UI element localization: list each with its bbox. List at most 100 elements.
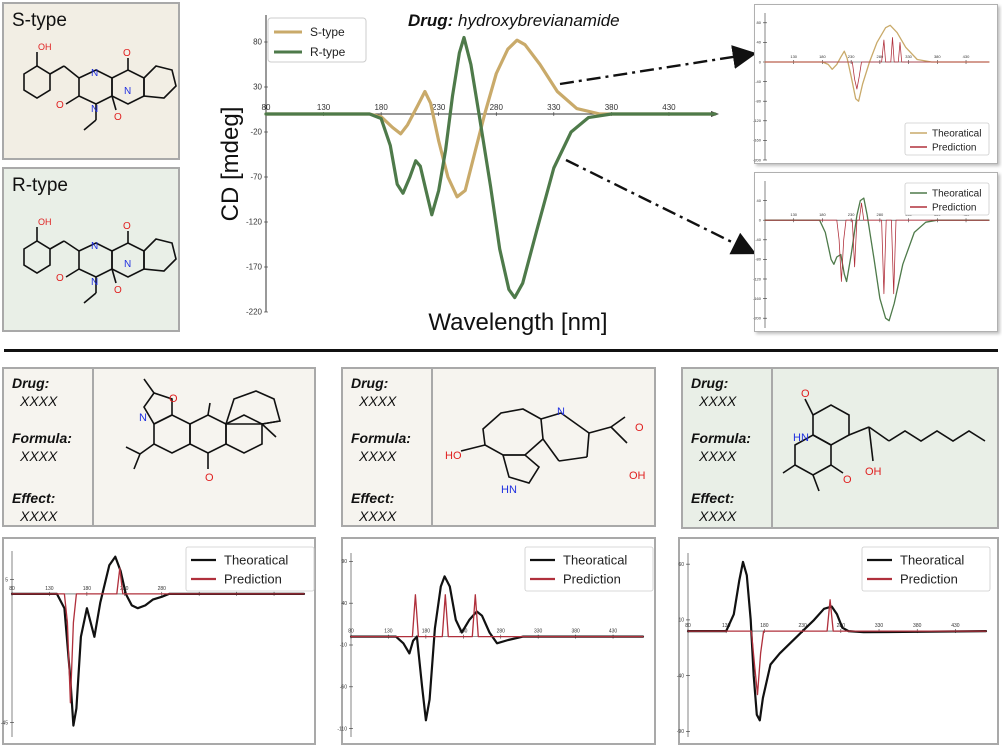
card-divider <box>771 369 773 527</box>
o-atom-label: O <box>114 285 122 296</box>
y-tick-label: 0 <box>759 218 762 223</box>
s-type-molecule-structure: OH O N O N O N <box>23 42 177 131</box>
x-tick-label: 280 <box>877 54 884 59</box>
drug-2-molecule-structure: N HO HN OH O <box>445 406 646 496</box>
x-tick-label: 280 <box>877 212 884 217</box>
o-atom-label: O <box>635 422 644 434</box>
hn-atom-label: HN <box>501 484 517 496</box>
legend-label: Prediction <box>224 571 282 586</box>
y-tick-label: -120 <box>246 218 263 227</box>
card-divider <box>431 369 433 525</box>
drug-3-molecule-structure: HN OH O O <box>782 388 986 492</box>
y-tick-label: 5 <box>5 577 8 583</box>
y-tick-label: -40 <box>755 237 762 242</box>
y-tick-label: -160 <box>753 296 762 301</box>
oh-atom-label: OH <box>865 466 882 478</box>
drug-card-1: Drug: XXXX Formula: XXXX Effect: XXXX O … <box>2 367 316 527</box>
ho-atom-label: HO <box>445 450 462 462</box>
x-tick-label: 130 <box>790 212 797 217</box>
x-tick-label: 380 <box>934 54 941 59</box>
drug-label: Drug: <box>351 375 389 391</box>
drug-3-cd-plot: 80 130 180 230 280 330 380 430 60 10 -40 -90 Theorat… <box>677 537 999 745</box>
y-tick-label: -40 <box>677 673 684 679</box>
x-tick-label: 430 <box>951 623 960 629</box>
legend-label: Prediction <box>932 202 976 213</box>
y-tick-label: -120 <box>753 118 762 123</box>
r-type-molecule-structure: OH O N O N O N <box>23 217 177 304</box>
s-type-inset-chart: 130 180 230 280 330 380 430 80 40 0 -40 -80 -120 -160… <box>753 4 998 164</box>
x-tick-label: 330 <box>534 629 543 635</box>
y-tick-label: 80 <box>757 20 762 25</box>
x-tick-label: 130 <box>45 586 54 592</box>
legend-box <box>861 546 991 592</box>
y-tick-label: -45 <box>1 720 8 726</box>
inset-legend: Theoratical Prediction <box>524 546 654 592</box>
y-tick-label: -160 <box>753 138 762 143</box>
formula-label: Formula: <box>691 430 751 446</box>
x-tick-label: 430 <box>963 54 970 59</box>
inset-legend: Theoratical Prediction <box>861 546 991 592</box>
x-tick-label: 430 <box>662 103 676 112</box>
main-chart-xlabel: Wavelength [nm] <box>428 309 607 336</box>
title-drug-name: hydroxybrevianamide <box>458 11 620 30</box>
drug-1-molecule-structure: O N O <box>125 378 282 484</box>
x-tick-label: 280 <box>158 586 167 592</box>
o-atom-label: O <box>169 393 178 405</box>
drug-card-text: Drug: XXXX Formula: XXXX Effect: XXXX <box>689 369 771 527</box>
formula-value: XXXX <box>359 448 397 464</box>
series-line <box>764 24 990 102</box>
title-drug-label: Drug: <box>408 11 458 30</box>
legend-label: S-type <box>310 25 345 39</box>
o-atom-label: O <box>123 48 131 59</box>
y-tick-label: -120 <box>753 276 762 281</box>
drug-card-text: Drug: XXXX Formula: XXXX Effect: XXXX <box>10 369 92 525</box>
n-atom-label: N <box>557 406 565 418</box>
x-tick-label: 80 <box>685 623 691 629</box>
drug-label: Drug: <box>12 375 50 391</box>
series-line <box>10 555 306 727</box>
series-line <box>11 567 305 704</box>
x-tick-label: 180 <box>422 629 431 635</box>
main-cd-chart-svg: 80 130 180 230 280 330 380 430 80 30 -20 -70 -120 -17… <box>217 11 719 336</box>
n-atom-label: N <box>91 68 98 79</box>
drug-value: XXXX <box>359 393 397 409</box>
x-tick-label: 180 <box>819 212 826 217</box>
series-line <box>264 35 717 300</box>
x-tick-label: 280 <box>497 629 506 635</box>
inset-legend: Theoratical Prediction <box>185 546 315 592</box>
o-atom-label: O <box>56 100 64 111</box>
n-atom-label: N <box>139 412 147 424</box>
y-tick-label: 40 <box>757 198 762 203</box>
series-line <box>349 575 645 722</box>
legend-label: Theoratical <box>563 552 627 567</box>
x-tick-label: 80 <box>262 103 271 112</box>
legend-label: Theoratical <box>900 552 964 567</box>
series-line <box>764 202 990 295</box>
y-tick-label: 10 <box>678 618 684 624</box>
formula-value: XXXX <box>699 448 737 464</box>
x-tick-label: 430 <box>609 629 618 635</box>
formula-value: XXXX <box>20 448 58 464</box>
formula-label: Formula: <box>12 430 72 446</box>
series-line <box>687 599 987 696</box>
x-tick-label: 130 <box>722 623 731 629</box>
main-chart-ylabel: CD [mdeg] <box>217 107 244 222</box>
series-line <box>764 197 990 322</box>
x-tick-label: 80 <box>9 586 15 592</box>
y-tick-label: 80 <box>253 38 262 47</box>
y-tick-label: -20 <box>250 128 262 137</box>
n-atom-label: N <box>91 277 98 288</box>
x-tick-label: 380 <box>571 629 580 635</box>
r-type-panel: R-type OH O N O N O N <box>2 167 180 332</box>
series-line <box>350 594 644 638</box>
x-tick-label: 80 <box>348 629 354 635</box>
y-tick-label: -60 <box>340 684 347 690</box>
y-tick-label: -200 <box>753 316 762 321</box>
x-tick-label: 330 <box>875 623 884 629</box>
y-tick-label: -80 <box>755 257 762 262</box>
x-tick-label: 280 <box>490 103 504 112</box>
drug-value: XXXX <box>699 393 737 409</box>
main-chart-legend: S-type R-type <box>267 17 367 63</box>
oh-atom-label: OH <box>629 470 646 482</box>
drug-card-3: Drug: XXXX Formula: XXXX Effect: XXXX HN… <box>681 367 999 529</box>
